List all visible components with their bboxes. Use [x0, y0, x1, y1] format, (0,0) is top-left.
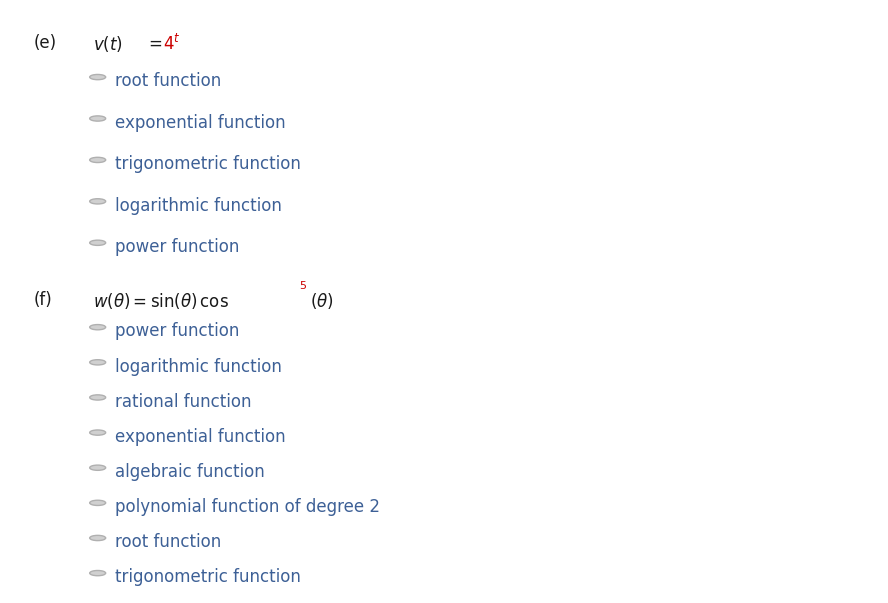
Text: root function: root function: [115, 533, 222, 551]
Ellipse shape: [90, 395, 106, 400]
Text: exponential function: exponential function: [115, 428, 286, 446]
Text: $5$: $5$: [299, 279, 307, 291]
Text: (e): (e): [34, 34, 57, 52]
Text: logarithmic function: logarithmic function: [115, 197, 282, 215]
Ellipse shape: [90, 240, 106, 245]
Text: polynomial function of degree 2: polynomial function of degree 2: [115, 498, 380, 516]
Ellipse shape: [90, 500, 106, 505]
Text: $v(t)$: $v(t)$: [93, 34, 123, 54]
Text: $w(\theta) = \sin(\theta)\,\mathrm{cos}$: $w(\theta) = \sin(\theta)\,\mathrm{cos}$: [93, 291, 229, 311]
Text: trigonometric function: trigonometric function: [115, 155, 301, 173]
Ellipse shape: [90, 116, 106, 121]
Text: $(\theta)$: $(\theta)$: [310, 291, 334, 311]
Text: rational function: rational function: [115, 393, 252, 411]
Ellipse shape: [90, 74, 106, 80]
Text: power function: power function: [115, 238, 240, 256]
Ellipse shape: [90, 157, 106, 163]
Text: $=$: $=$: [145, 34, 163, 52]
Text: algebraic function: algebraic function: [115, 463, 266, 481]
Ellipse shape: [90, 199, 106, 204]
Ellipse shape: [90, 465, 106, 470]
Ellipse shape: [90, 570, 106, 576]
Ellipse shape: [90, 430, 106, 435]
Text: power function: power function: [115, 323, 240, 341]
Ellipse shape: [90, 324, 106, 330]
Text: $4^t$: $4^t$: [163, 34, 180, 54]
Text: trigonometric function: trigonometric function: [115, 569, 301, 586]
Text: (f): (f): [34, 291, 52, 309]
Text: root function: root function: [115, 72, 222, 90]
Text: logarithmic function: logarithmic function: [115, 358, 282, 376]
Ellipse shape: [90, 360, 106, 365]
Ellipse shape: [90, 535, 106, 541]
Text: exponential function: exponential function: [115, 114, 286, 132]
